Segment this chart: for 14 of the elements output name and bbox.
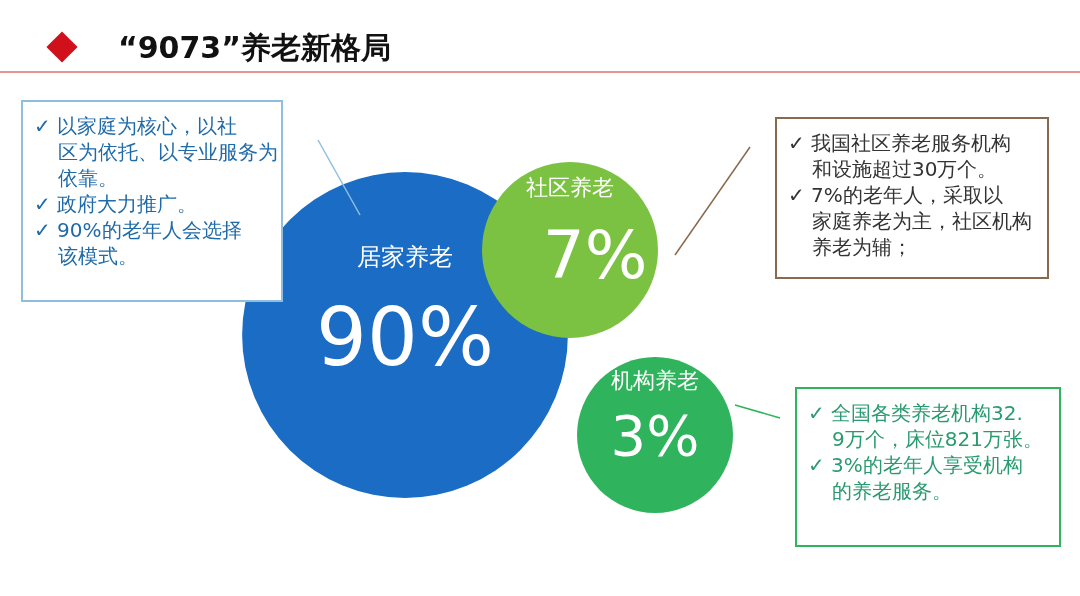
- category-label: 社区养老: [526, 175, 614, 200]
- text: “9073”养老新格局: [118, 30, 391, 65]
- text: ✓ 3%的老年人享受机构的养老服务。: [808, 453, 1023, 503]
- text: ✓ 政府大力推广。: [34, 192, 198, 216]
- text: ✓ 90%的老年人会选择该模式。: [34, 218, 242, 268]
- data-label: 3%: [610, 403, 700, 468]
- text: ✓ 我国社区养老服务机构和设施超过30万个。: [788, 131, 1012, 181]
- text: ✓ 全国各类养老机构32.9万个，床位821万张。: [808, 401, 1043, 451]
- data-label: 7%: [542, 217, 648, 294]
- text: ✓ 以家庭为核心，以社区为依托、以专业服务为依靠。: [34, 114, 278, 190]
- category-label: 居家养老: [357, 243, 453, 271]
- category-label: 机构养老: [611, 368, 699, 393]
- data-label: 90%: [316, 291, 494, 384]
- text: ✓ 7%的老年人，采取以家庭养老为主，社区机构养老为辅；: [788, 183, 1032, 259]
